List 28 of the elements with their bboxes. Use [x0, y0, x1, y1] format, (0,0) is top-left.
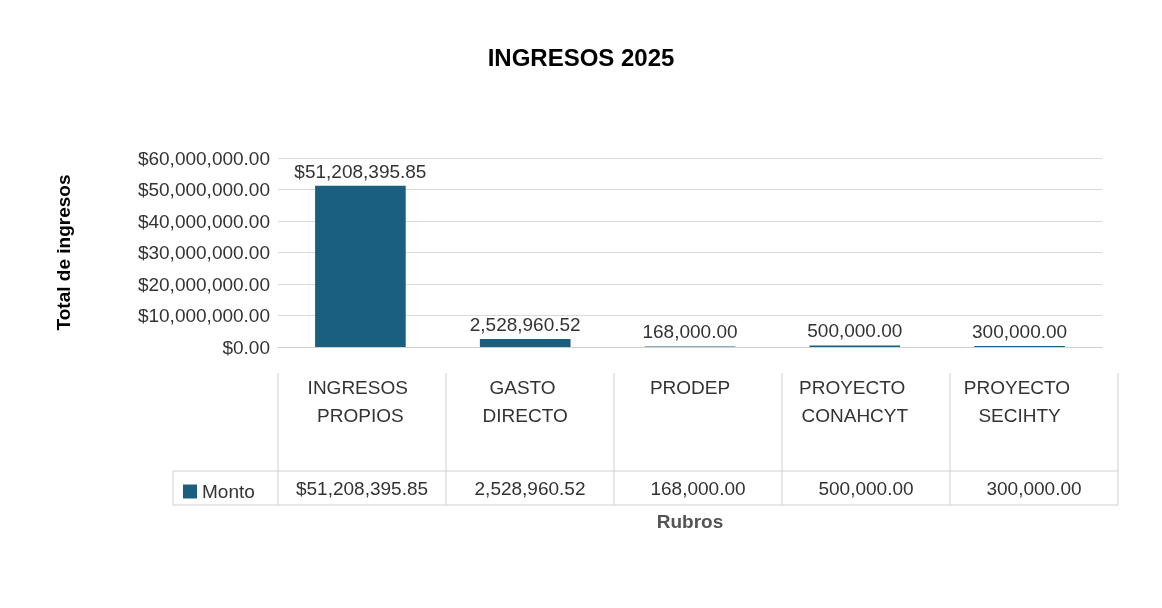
y-tick-label: $60,000,000.00	[137, 147, 270, 169]
text: 168,000.00	[642, 321, 738, 343]
y-axis-title: Total de ingresos	[53, 174, 74, 331]
x-tick-label: INGRESOS PROPIOS	[307, 376, 414, 426]
bar	[479, 339, 571, 347]
data-label: 168,000.00	[650, 477, 746, 499]
text: 2,528,960.52	[469, 314, 581, 336]
text: $51,208,395.85	[294, 160, 427, 182]
data-label: 500,000.00	[818, 477, 914, 499]
chart-title: INGRESOS 2025	[487, 43, 675, 71]
data-label: 2,528,960.52	[474, 477, 586, 499]
y-tick-label: $20,000,000.00	[137, 273, 270, 295]
y-tick-label: $50,000,000.00	[137, 179, 270, 200]
text: 500,000.00	[807, 320, 903, 342]
x-tick-label: PROYECTO CONAHCYT	[799, 376, 911, 426]
y-tick-label: $0.00	[222, 336, 270, 358]
y-tick-label: $10,000,000.00	[137, 305, 270, 326]
data-label: $51,208,395.85	[295, 477, 429, 499]
x-tick-label: GASTO DIRECTO	[482, 376, 568, 426]
data-label: 300,000.00	[986, 477, 1082, 499]
x-tick-label: PROYECTO SECIHTY	[963, 376, 1076, 426]
text: 300,000.00	[972, 321, 1068, 343]
x-axis-title: Rubros	[656, 511, 724, 532]
bar	[315, 185, 406, 347]
x-tick-label: PRODEP	[649, 376, 731, 398]
y-tick-label: $40,000,000.00	[137, 210, 270, 232]
legend-label: Monto	[202, 481, 255, 502]
y-tick-label: $30,000,000.00	[137, 242, 270, 263]
